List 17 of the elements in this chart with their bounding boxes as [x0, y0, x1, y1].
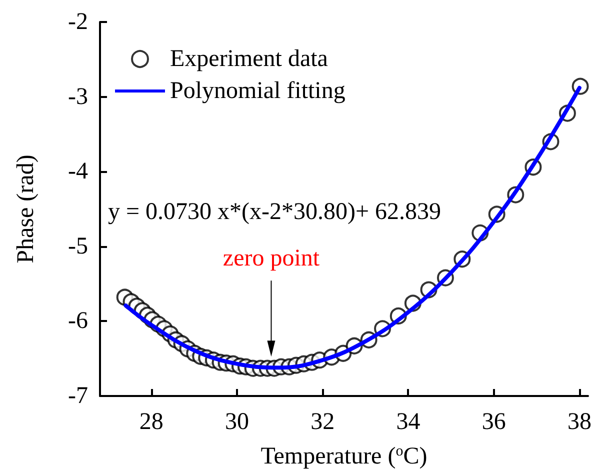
y-tick-label: -6 — [68, 308, 88, 334]
legend-label: Experiment data — [170, 46, 328, 72]
x-tick-label: 28 — [139, 409, 164, 435]
y-tick-label: -2 — [68, 9, 88, 35]
y-tick-label: -5 — [68, 233, 88, 260]
x-tick-label: 30 — [224, 409, 249, 435]
annotation: zero point — [222, 246, 320, 272]
x-tick-label: 32 — [310, 409, 335, 435]
y-axis-title: Phase (rad) — [13, 154, 39, 264]
y-tick-label: -4 — [68, 158, 88, 185]
x-tick-label: 38 — [567, 409, 592, 435]
x-tick-label: 34 — [396, 409, 420, 435]
legend-label: Polynomial fitting — [170, 78, 346, 104]
y-tick-label: -7 — [68, 383, 88, 409]
x-tick-label: 36 — [482, 409, 506, 435]
y-tick-label: -3 — [68, 84, 88, 110]
annotation: y = 0.0730 x*(x-2*30.80)+ 62.839 — [108, 199, 442, 225]
